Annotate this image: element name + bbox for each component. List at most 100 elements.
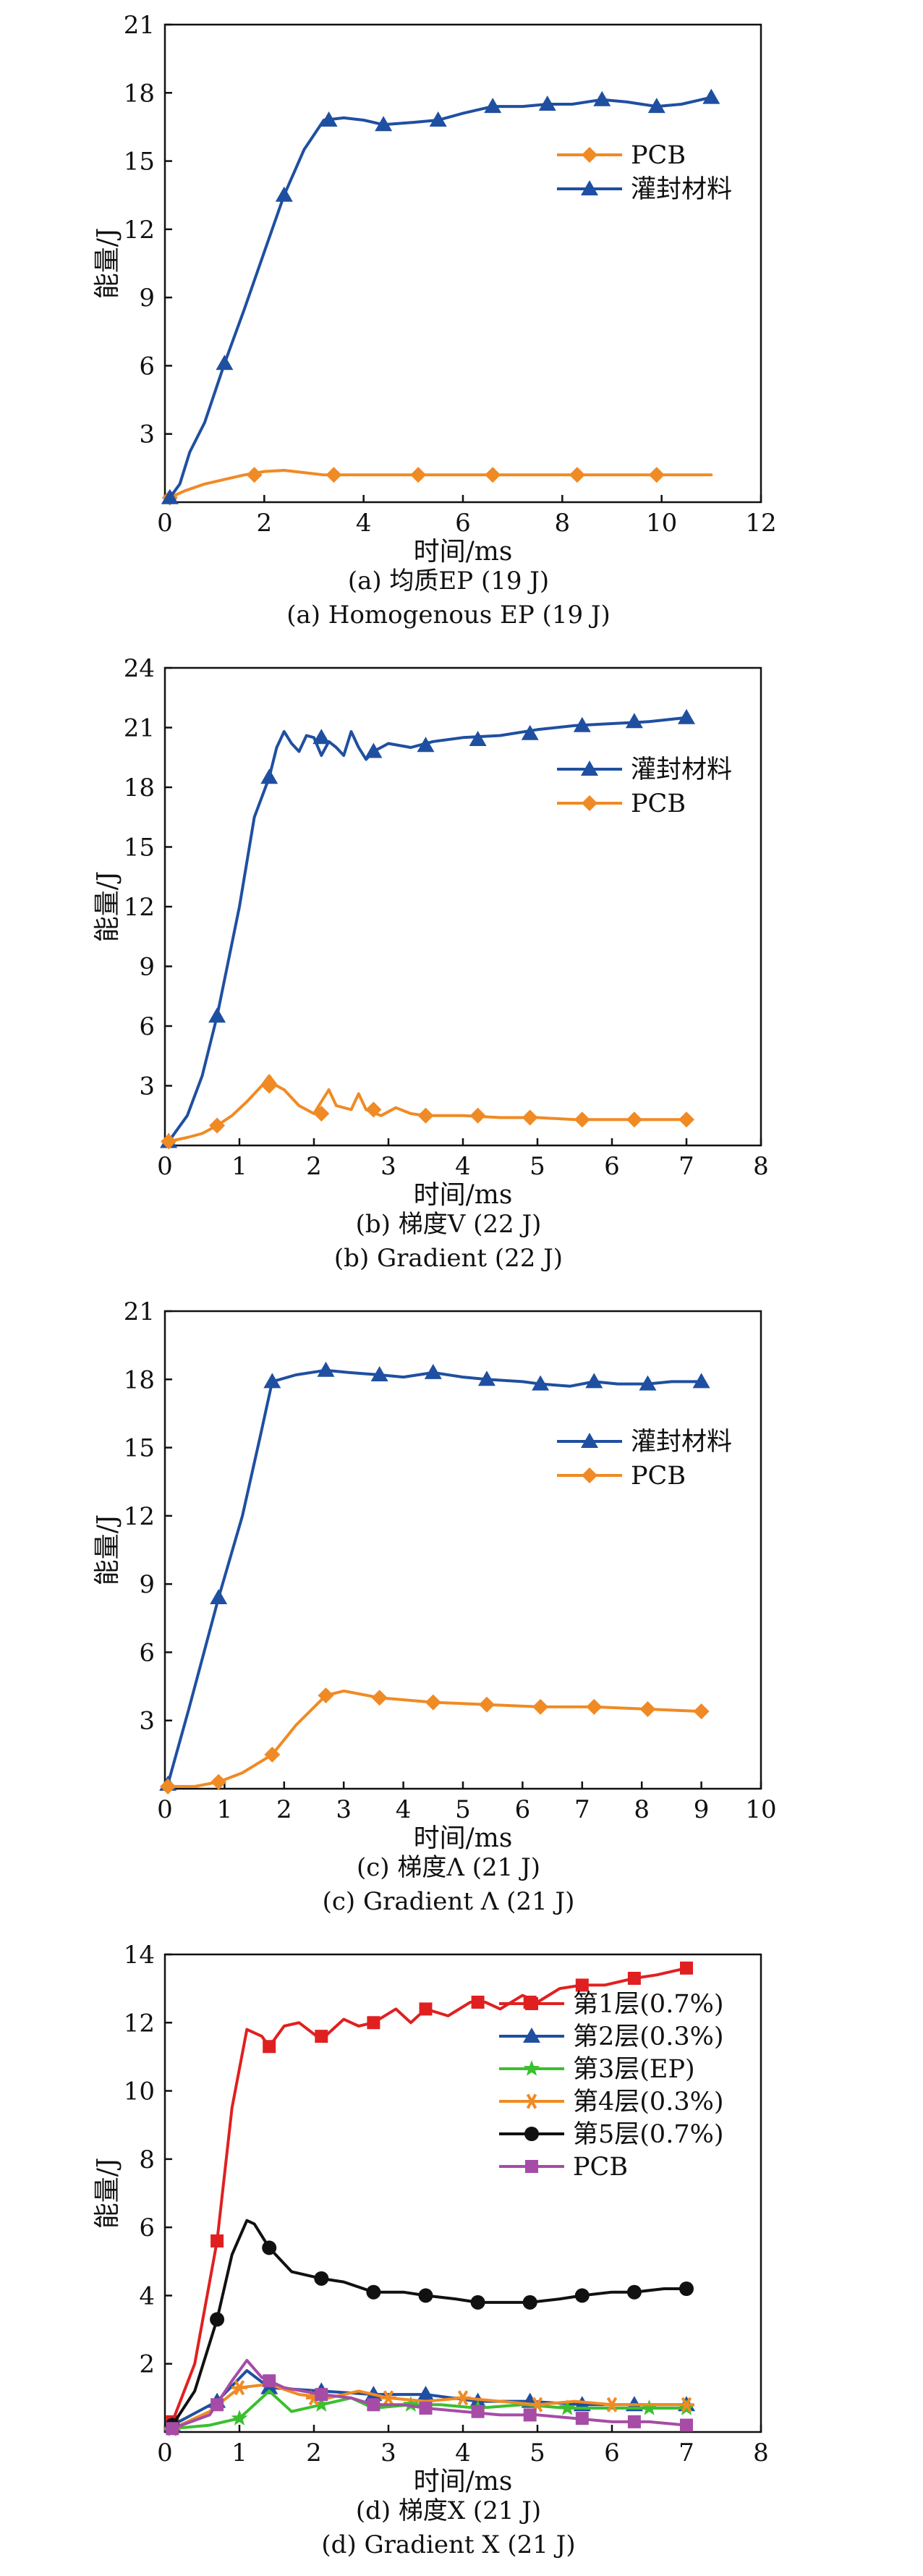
data-point xyxy=(231,2410,248,2425)
data-point xyxy=(558,2399,576,2415)
legend-label: PCB xyxy=(631,141,686,170)
x-tick-label: 5 xyxy=(529,1152,545,1181)
x-axis-label: 时间/ms xyxy=(414,1823,513,1853)
data-point xyxy=(604,2397,620,2412)
x-tick-label: 3 xyxy=(336,1795,352,1824)
legend-label: PCB xyxy=(631,789,686,818)
data-point xyxy=(523,2408,537,2422)
data-point xyxy=(313,1106,330,1122)
data-point xyxy=(626,2284,642,2300)
y-tick-label: 12 xyxy=(124,216,155,245)
series-line xyxy=(171,2219,688,2427)
y-tick-label: 9 xyxy=(139,953,155,982)
x-tick-label: 2 xyxy=(306,1152,322,1181)
caption-cn: (d) 梯度X (21 J) xyxy=(356,2496,541,2525)
data-point xyxy=(380,2390,396,2406)
data-point xyxy=(586,1698,603,1715)
caption-en: (c) Gradient Λ (21 J) xyxy=(323,1887,575,1916)
data-point xyxy=(425,1694,441,1711)
data-point xyxy=(522,1109,538,1126)
data-point xyxy=(574,1111,590,1128)
x-tick-label: 5 xyxy=(455,1795,471,1824)
data-point xyxy=(161,488,179,504)
data-point xyxy=(639,1375,657,1391)
data-point xyxy=(429,111,447,127)
x-tick-label: 2 xyxy=(257,509,273,538)
data-point xyxy=(641,2399,658,2415)
x-tick-label: 6 xyxy=(515,1795,531,1824)
data-point xyxy=(575,2412,589,2425)
y-tick-label: 21 xyxy=(124,11,155,40)
data-point xyxy=(574,2288,590,2303)
series-2 xyxy=(161,88,720,504)
x-tick-label: 1 xyxy=(231,1152,247,1181)
caption-cn: (a) 均质EP (19 J) xyxy=(348,567,549,596)
data-point xyxy=(410,467,427,483)
chart-2: 0 1 2 3 4 5 6 7 83691215182124时间/ms能量/J灌封材料PCB(b… xyxy=(93,654,769,1273)
data-point xyxy=(314,2271,329,2286)
legend-marker xyxy=(523,2060,540,2076)
x-tick-label: 2 xyxy=(306,2439,322,2467)
data-point xyxy=(647,98,665,114)
x-tick-label: 6 xyxy=(604,1152,620,1181)
x-tick-label: 0 xyxy=(157,1152,173,1181)
legend-label: 灌封材料 xyxy=(631,755,732,784)
y-tick-label: 6 xyxy=(139,1012,155,1041)
x-tick-label: 10 xyxy=(745,1795,776,1824)
y-tick-label: 15 xyxy=(124,1434,155,1463)
data-point xyxy=(679,2281,694,2296)
series-6 xyxy=(166,2359,693,2436)
data-point xyxy=(648,467,665,483)
y-tick-label: 18 xyxy=(124,79,155,108)
data-point xyxy=(469,1107,486,1124)
series-1 xyxy=(166,1961,693,2428)
y-axis-label: 能量/J xyxy=(93,228,122,300)
x-tick-label: 0 xyxy=(157,509,173,538)
x-axis-label: 时间/ms xyxy=(414,1180,513,1210)
data-point xyxy=(680,1961,693,1975)
data-point xyxy=(470,2295,485,2310)
series-line xyxy=(166,1689,703,1788)
x-tick-label: 12 xyxy=(745,509,776,538)
data-point xyxy=(679,2397,694,2412)
legend-marker xyxy=(525,1997,538,2010)
x-tick-label: 2 xyxy=(276,1795,292,1824)
x-tick-label: 5 xyxy=(529,2439,545,2467)
series-1 xyxy=(160,708,695,1148)
series-1 xyxy=(161,467,713,506)
x-tick-label: 8 xyxy=(753,2439,769,2467)
data-point xyxy=(160,1778,176,1795)
series-2 xyxy=(161,1074,694,1150)
legend: 灌封材料 PCB xyxy=(557,1428,732,1491)
legend: 灌封材料 PCB xyxy=(557,755,732,818)
data-point xyxy=(419,2402,433,2415)
x-tick-label: 7 xyxy=(679,1152,694,1181)
chart-4: 0 1 2 3 4 5 6 7 82468101214时间/ms能量/J第1层(0.7%)第2层… xyxy=(93,1941,769,2559)
legend-marker xyxy=(525,2160,538,2173)
series-line xyxy=(171,2383,688,2431)
data-point xyxy=(469,731,487,746)
x-tick-label: 7 xyxy=(679,2439,694,2467)
x-tick-label: 3 xyxy=(380,2439,396,2467)
legend-marker xyxy=(523,2028,540,2043)
data-point xyxy=(417,2386,435,2402)
data-point xyxy=(626,1111,642,1128)
data-point xyxy=(375,116,393,132)
y-tick-label: 18 xyxy=(124,774,155,802)
y-tick-label: 6 xyxy=(139,352,155,381)
y-tick-label: 12 xyxy=(124,1502,155,1531)
chart-3: 0 1 2 3 4 5 6 7 8 9 1036912151821时间/ms能量/J灌封材料PCB(… xyxy=(93,1297,777,1916)
data-point xyxy=(315,2030,328,2043)
y-tick-label: 18 xyxy=(124,1365,155,1394)
legend-marker xyxy=(582,1467,597,1483)
data-point xyxy=(209,1117,226,1134)
x-axis-label: 时间/ms xyxy=(414,537,513,567)
data-point xyxy=(166,2422,179,2436)
legend-marker xyxy=(581,1433,598,1448)
data-point xyxy=(417,737,435,753)
x-tick-label: 6 xyxy=(604,2439,620,2467)
caption-en: (d) Gradient X (21 J) xyxy=(321,2530,575,2559)
legend-marker xyxy=(581,760,598,776)
data-point xyxy=(208,1007,226,1023)
data-point xyxy=(627,2415,641,2428)
